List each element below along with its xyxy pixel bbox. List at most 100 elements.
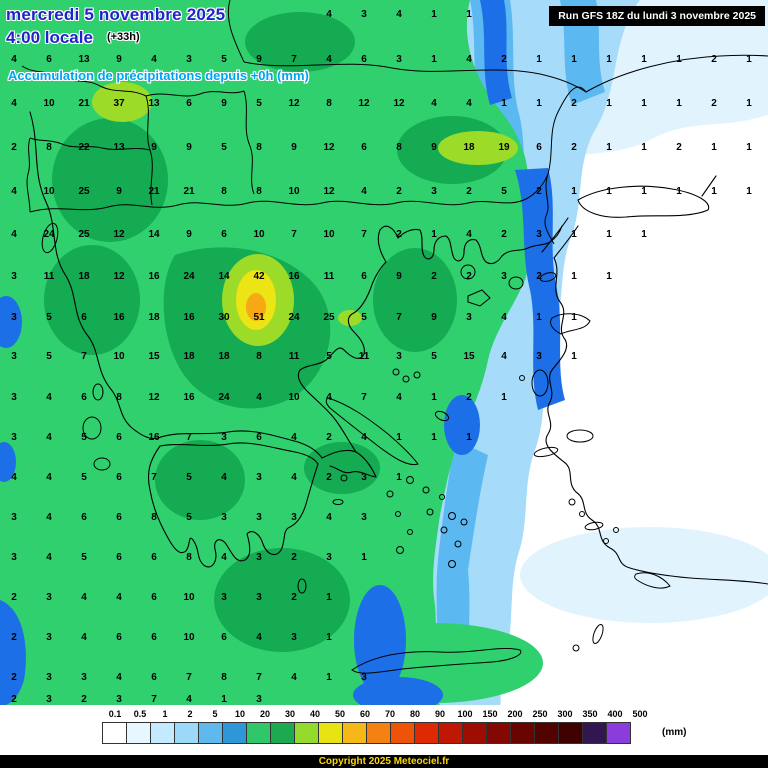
precip-value: 2: [571, 98, 577, 109]
precip-value: 1: [641, 142, 647, 153]
precip-value: 1: [746, 186, 752, 197]
precip-value: 10: [43, 186, 55, 197]
precip-value: 8: [256, 186, 262, 197]
precip-value: 1: [326, 592, 332, 603]
precip-value: 4: [291, 432, 297, 443]
legend-threshold: 90: [434, 709, 446, 719]
precip-value: 3: [46, 632, 52, 643]
precip-value: 3: [11, 512, 17, 523]
precip-value: 7: [151, 472, 157, 483]
precip-value: 7: [291, 229, 297, 240]
precip-deep-blue-patch: [353, 677, 443, 713]
legend-threshold: 50: [334, 709, 346, 719]
precip-value: 10: [253, 229, 265, 240]
precip-value: 8: [221, 672, 227, 683]
precip-value: 4: [46, 472, 52, 483]
precip-value: 4: [116, 592, 122, 603]
precip-value: 3: [291, 512, 297, 523]
precip-value: 13: [113, 142, 125, 153]
precip-value: 1: [431, 9, 437, 20]
precip-value: 4: [11, 54, 17, 65]
precip-value: 3: [501, 271, 507, 282]
precip-value: 12: [148, 392, 160, 403]
precip-value: 21: [148, 186, 160, 197]
precip-value: 14: [218, 271, 230, 282]
precip-value: 5: [221, 142, 227, 153]
legend-color-cell: [246, 722, 271, 744]
precip-value: 7: [361, 229, 367, 240]
legend-color-cell: [174, 722, 199, 744]
precip-value: 3: [291, 632, 297, 643]
legend-threshold: 2: [187, 709, 193, 719]
precip-value: 3: [396, 351, 402, 362]
legend-color-cell: [438, 722, 463, 744]
precip-value: 2: [571, 142, 577, 153]
precip-value: 4: [46, 392, 52, 403]
precip-value: 9: [186, 142, 192, 153]
precip-value: 3: [221, 432, 227, 443]
legend-color-cell: [462, 722, 487, 744]
precip-value: 4: [81, 592, 87, 603]
precip-value: 4: [256, 632, 262, 643]
precip-deep-blue-patch: [444, 395, 480, 455]
precip-value: 2: [11, 592, 17, 603]
precip-value: 3: [221, 512, 227, 523]
precip-value: 1: [466, 9, 472, 20]
forecast-local-time: 4:00 locale: [6, 28, 93, 47]
precip-value: 12: [288, 98, 300, 109]
precip-value: 4: [46, 432, 52, 443]
precip-value: 1: [536, 54, 542, 65]
precip-value: 4: [81, 632, 87, 643]
precip-value: 12: [323, 142, 335, 153]
precip-value: 3: [536, 351, 542, 362]
forecast-offset: (+33h): [106, 31, 140, 43]
precip-value: 1: [746, 98, 752, 109]
precip-value: 3: [11, 552, 17, 563]
precip-value: 18: [183, 351, 195, 362]
precip-value: 1: [326, 672, 332, 683]
precip-value: 4: [11, 98, 17, 109]
precip-value: 4: [466, 98, 472, 109]
precip-value: 1: [606, 98, 612, 109]
precip-value: 2: [501, 229, 507, 240]
precip-deep-blue-patch: [354, 585, 406, 695]
precip-value: 5: [186, 512, 192, 523]
precip-value: 4: [326, 392, 332, 403]
precip-value: 4: [326, 9, 332, 20]
precip-value: 2: [11, 632, 17, 643]
legend-color-cell: [390, 722, 415, 744]
precip-value: 1: [361, 552, 367, 563]
precip-value: 2: [396, 229, 402, 240]
precip-value: 2: [466, 271, 472, 282]
precip-value: 4: [116, 672, 122, 683]
precip-value: 4: [46, 512, 52, 523]
precip-value: 5: [81, 432, 87, 443]
precip-value: 18: [463, 142, 475, 153]
precip-value: 6: [151, 552, 157, 563]
legend-threshold: 250: [532, 709, 548, 719]
precip-value: 1: [221, 694, 227, 705]
precip-value: 6: [151, 632, 157, 643]
precip-mid-blue-streak: [560, 0, 605, 105]
legend-threshold: 5: [212, 709, 218, 719]
precip-value: 2: [501, 54, 507, 65]
precip-value: 5: [256, 98, 262, 109]
precip-value: 3: [361, 512, 367, 523]
precip-value: 9: [186, 229, 192, 240]
precip-value: 1: [571, 351, 577, 362]
precip-value: 7: [291, 54, 297, 65]
precip-value: 8: [256, 351, 262, 362]
precip-value: 3: [361, 672, 367, 683]
precip-value: 1: [746, 142, 752, 153]
legend-color-cell: [558, 722, 583, 744]
precip-value: 12: [113, 229, 125, 240]
precip-value: 24: [183, 271, 195, 282]
precip-value: 10: [113, 351, 125, 362]
precip-value: 1: [641, 54, 647, 65]
precip-value: 16: [148, 271, 160, 282]
precip-value: 5: [81, 472, 87, 483]
precip-value: 8: [326, 98, 332, 109]
